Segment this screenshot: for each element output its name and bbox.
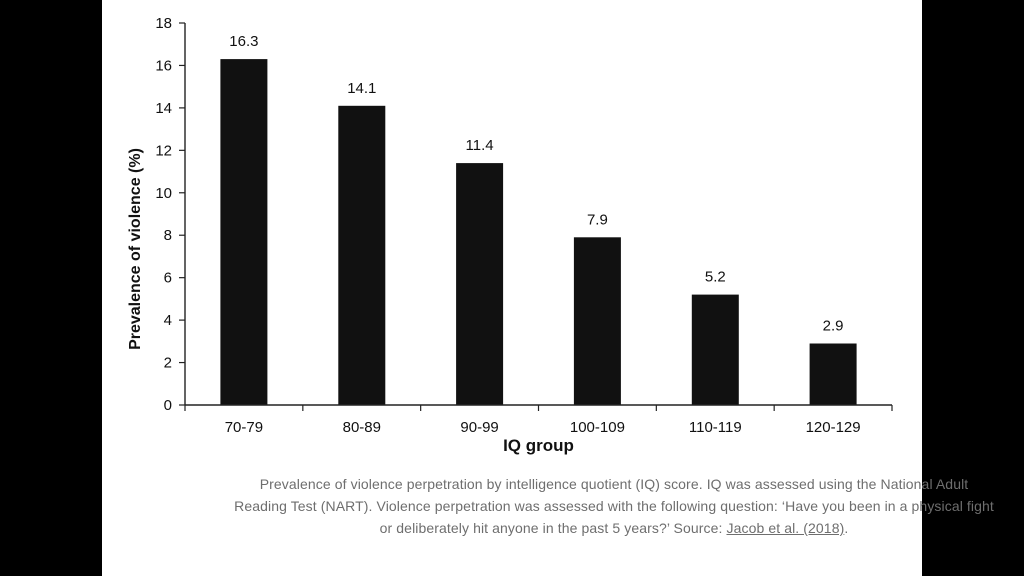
y-tick-label: 10 (155, 185, 172, 202)
bar (220, 59, 268, 405)
bar (456, 163, 504, 405)
x-axis-title: IQ group (503, 436, 574, 455)
figure-caption: Prevalence of violence perpetration by i… (232, 473, 996, 539)
y-tick-label: 2 (164, 355, 172, 372)
data-label: 14.1 (347, 80, 376, 97)
caption-text: Prevalence of violence perpetration by i… (234, 476, 994, 536)
y-tick-label: 8 (164, 227, 172, 244)
data-label: 11.4 (466, 137, 494, 154)
x-tick-label: 70-79 (225, 419, 263, 436)
figure-panel: 16.3 14.1 11.4 7.9 5.2 2.9 0 2 4 6 8 10 12 14 16 18 70-7… (102, 0, 994, 576)
x-tick-label: 90-99 (460, 419, 498, 436)
bar (691, 294, 739, 405)
x-tick-label: 100-109 (570, 419, 625, 436)
bar (809, 343, 857, 405)
y-tick-label: 16 (155, 57, 172, 74)
x-tick-label: 80-89 (343, 419, 381, 436)
bar-chart: 16.3 14.1 11.4 7.9 5.2 2.9 0 2 4 6 8 10 12 14 16 18 70-7… (127, 15, 893, 455)
caption-end: . (844, 520, 849, 536)
bar (573, 237, 621, 405)
y-axis-title: Prevalence of violence (%) (127, 148, 144, 350)
y-tick-label: 0 (164, 397, 172, 414)
y-tick-label: 12 (155, 142, 172, 159)
x-tick-label: 120-129 (806, 419, 861, 436)
y-tick-label: 14 (155, 100, 172, 117)
y-tick-label: 4 (164, 312, 172, 329)
bar (338, 105, 386, 406)
y-tick-label: 6 (164, 270, 172, 287)
data-label: 16.3 (229, 33, 258, 50)
x-tick-label: 110-119 (689, 419, 742, 436)
data-label: 7.9 (587, 211, 608, 228)
data-label: 2.9 (823, 318, 844, 335)
data-label: 5.2 (705, 269, 726, 286)
source-link[interactable]: Jacob et al. (2018) (726, 520, 845, 536)
y-tick-label: 18 (155, 15, 172, 32)
